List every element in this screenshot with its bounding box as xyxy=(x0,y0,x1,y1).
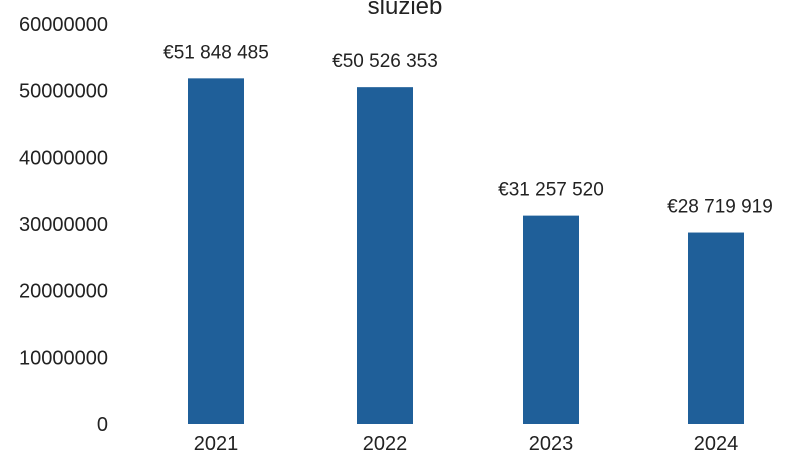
chart-title: služieb xyxy=(368,0,443,20)
data-label-2023: €31 257 520 xyxy=(498,180,604,201)
y-tick-label: 30000000 xyxy=(19,214,108,236)
data-label-2022: €50 526 353 xyxy=(332,51,438,72)
y-tick-label: 60000000 xyxy=(19,14,108,36)
data-labels: €51 848 485 €50 526 353 €31 257 520 €28 719… xyxy=(163,42,773,217)
bars xyxy=(188,78,744,424)
bar-2022 xyxy=(357,87,413,424)
data-label-2021: €51 848 485 xyxy=(163,42,269,63)
x-tick-label: 2023 xyxy=(529,433,574,455)
bar-2024 xyxy=(688,232,744,424)
bar-2021 xyxy=(188,78,244,424)
y-tick-label: 20000000 xyxy=(19,281,108,303)
bar-2023 xyxy=(523,215,579,424)
x-tick-label: 2022 xyxy=(363,433,408,455)
y-axis: 0 10000000 20000000 30000000 40000000 5000000… xyxy=(19,14,108,436)
y-tick-label: 0 xyxy=(97,414,108,436)
x-tick-label: 2021 xyxy=(194,433,239,455)
x-tick-label: 2024 xyxy=(694,433,739,455)
y-tick-label: 40000000 xyxy=(19,147,108,169)
x-axis: 2021 2022 2023 2024 xyxy=(194,433,739,455)
data-label-2024: €28 719 919 xyxy=(667,197,773,218)
y-tick-label: 10000000 xyxy=(19,347,108,369)
y-tick-label: 50000000 xyxy=(19,81,108,103)
